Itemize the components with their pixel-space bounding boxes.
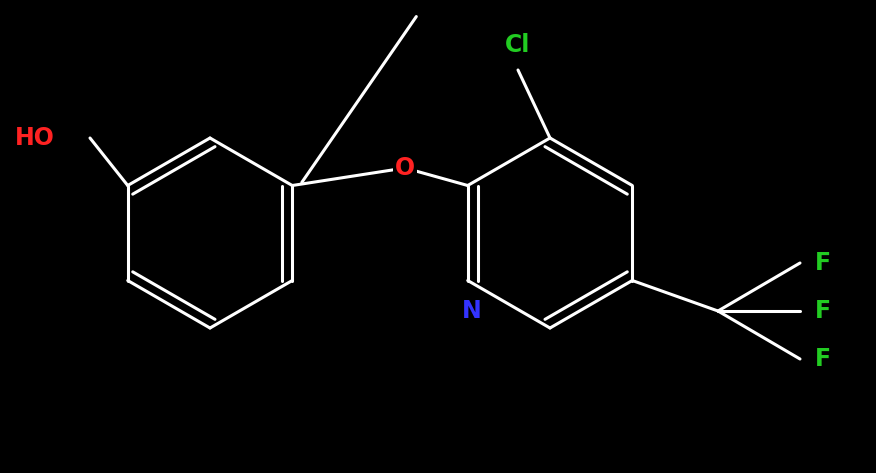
Text: Cl: Cl: [505, 33, 531, 57]
Text: F: F: [815, 347, 831, 371]
Text: N: N: [463, 299, 482, 323]
Text: F: F: [815, 299, 831, 323]
Text: O: O: [395, 156, 415, 180]
Text: HO: HO: [15, 126, 55, 150]
Text: F: F: [815, 251, 831, 275]
